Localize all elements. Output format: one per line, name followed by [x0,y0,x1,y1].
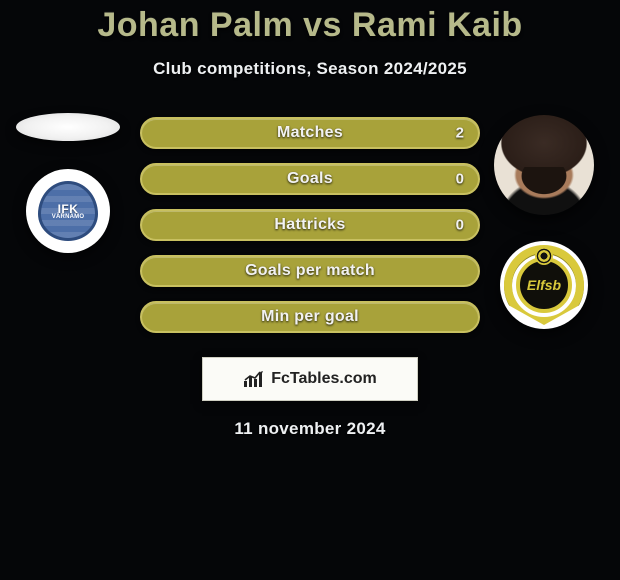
bars-up-icon [243,370,265,388]
comparison-main: IFK VÄRNAMO Elfsb Matches 2 Goals 0 Hatt… [0,117,620,439]
club-badge-left: IFK VÄRNAMO [26,169,110,253]
stat-bar-label: Goals per match [245,262,375,280]
stat-bar: Matches 2 [140,117,480,149]
stat-bar-label: Goals [287,170,333,188]
stat-bar: Hattricks 0 [140,209,480,241]
stat-bar-value: 2 [456,125,464,142]
left-player-column: IFK VÄRNAMO [8,117,128,253]
club-shield-left: IFK VÄRNAMO [38,181,98,241]
stat-bar-value: 0 [456,217,464,234]
stat-bar-label: Matches [277,124,343,142]
player-photo-right [494,115,594,215]
club-shield-stripes [41,184,95,238]
stat-bar: Min per goal [140,301,480,333]
comparison-subtitle: Club competitions, Season 2024/2025 [0,59,620,79]
right-player-column: Elfsb [490,117,598,329]
brand-text: FcTables.com [271,370,377,388]
comparison-date: 11 november 2024 [0,419,620,439]
stat-bars: Matches 2 Goals 0 Hattricks 0 Goals per … [140,117,480,333]
club-script-right: Elfsb [516,257,572,313]
player-photo-left [16,113,120,141]
comparison-title: Johan Palm vs Rami Kaib [0,0,620,45]
club-badge-right: Elfsb [500,241,588,329]
stat-bar-label: Hattricks [274,216,345,234]
stat-bar-value: 0 [456,171,464,188]
club-ball-right [535,247,553,265]
brand-box: FcTables.com [202,357,418,401]
stat-bar: Goals per match [140,255,480,287]
stat-bar-label: Min per goal [261,308,359,326]
stat-bar: Goals 0 [140,163,480,195]
